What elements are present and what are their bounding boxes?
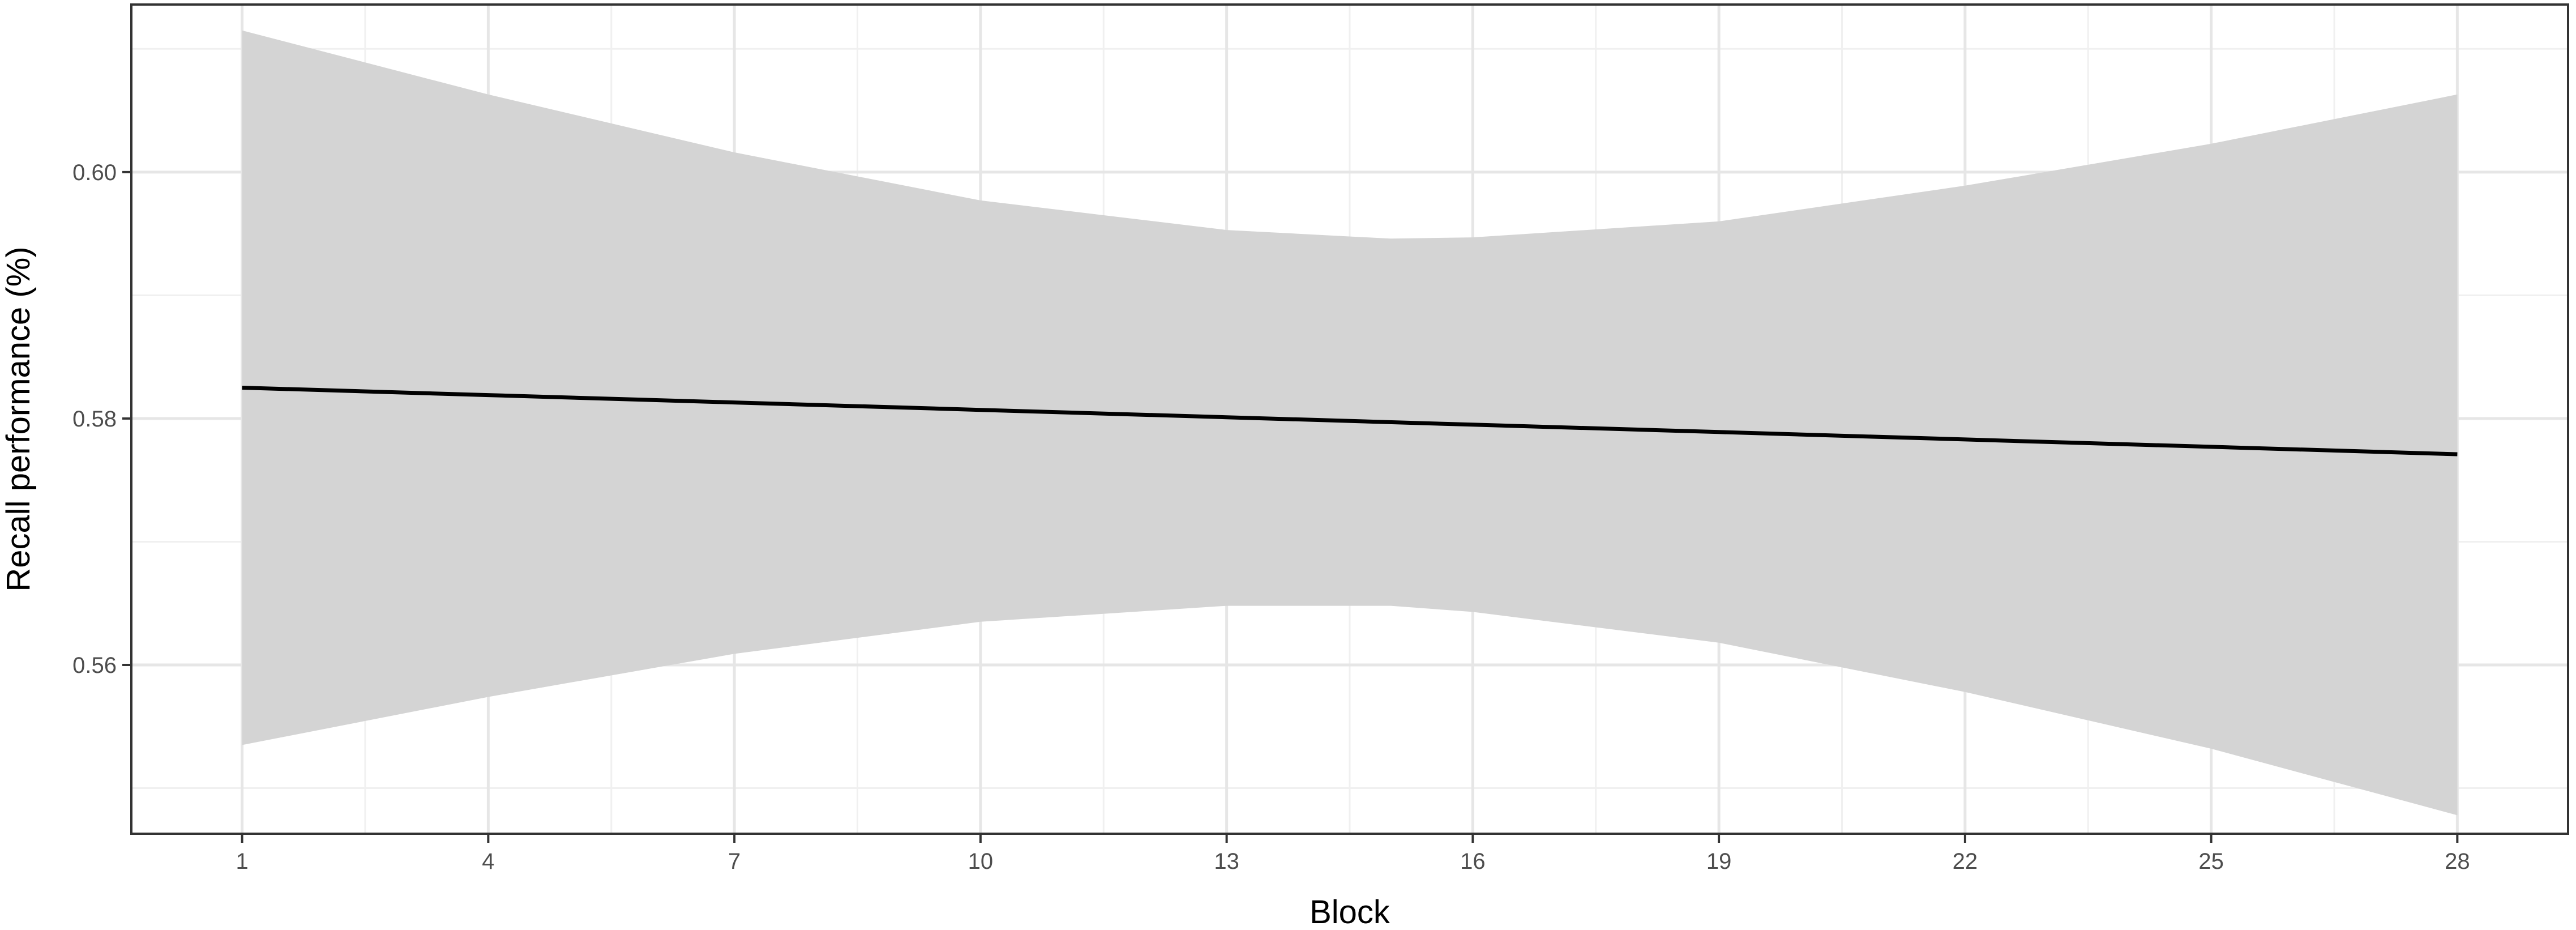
x-tick-label: 19 xyxy=(1706,849,1732,874)
x-tick-label: 4 xyxy=(482,849,494,874)
x-tick-label: 13 xyxy=(1214,849,1239,874)
y-tick-label: 0.60 xyxy=(72,160,117,185)
x-tick-label: 1 xyxy=(236,849,249,874)
axes: 1 4 7 10 13 16 19 22 25 28 0.56 0.58 0.60 xyxy=(72,160,2470,874)
trend-line-layer xyxy=(242,386,2458,457)
y-tick-label: 0.58 xyxy=(72,407,117,432)
y-axis-title: Recall performance (%) xyxy=(0,246,37,591)
x-axis-title: Block xyxy=(1310,894,1390,930)
x-tick-label: 7 xyxy=(728,849,741,874)
x-tick-label: 25 xyxy=(2198,849,2224,874)
x-tick-label: 22 xyxy=(1953,849,1978,874)
trend-line xyxy=(242,386,2458,457)
x-tick-label: 28 xyxy=(2445,849,2470,874)
x-tick-label: 16 xyxy=(1460,849,1486,874)
y-tick-label: 0.56 xyxy=(72,653,117,678)
x-tick-label: 10 xyxy=(968,849,994,874)
